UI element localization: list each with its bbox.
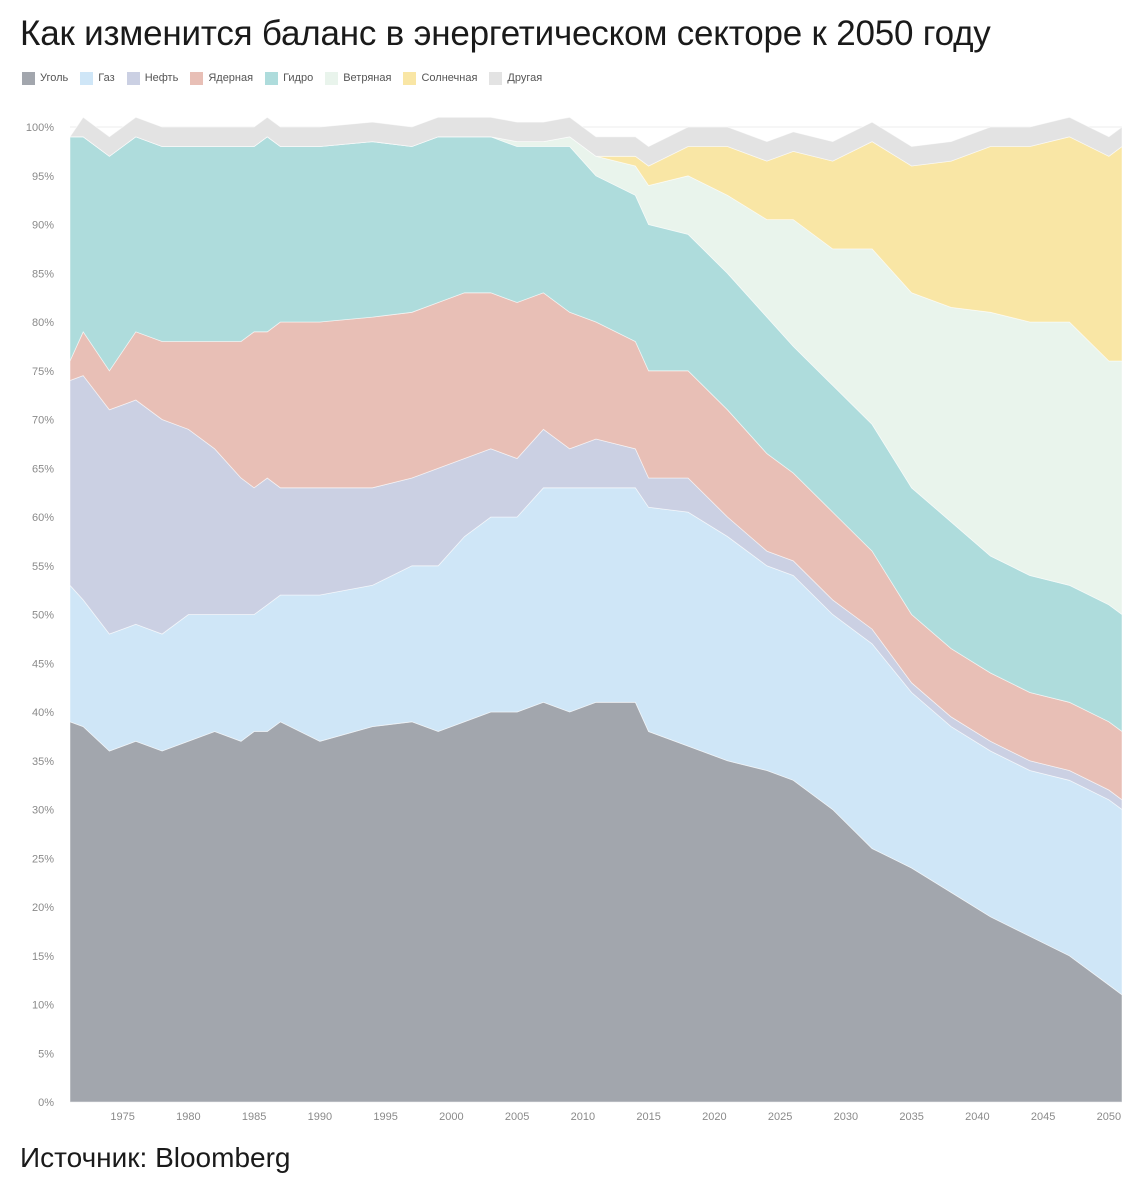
y-tick-label: 60% xyxy=(32,512,54,524)
x-tick-label: 2000 xyxy=(439,1111,463,1123)
y-tick-label: 25% xyxy=(32,853,54,865)
y-tick-label: 5% xyxy=(38,1048,54,1060)
y-tick-label: 10% xyxy=(32,1000,54,1012)
legend-item: Ядерная xyxy=(190,71,254,85)
y-tick-label: 35% xyxy=(32,756,54,768)
legend-item: Другая xyxy=(489,71,543,85)
legend-item: Газ xyxy=(80,71,115,85)
x-tick-label: 1990 xyxy=(308,1111,332,1123)
legend-label: Ядерная xyxy=(208,72,254,84)
legend-item: Нефть xyxy=(126,71,179,85)
x-tick-label: 1975 xyxy=(110,1111,134,1123)
legend-swatch xyxy=(403,71,417,85)
stacked-area-chart: 0% 5% 10% 15% 20% 25% 30% 35% 40% 45% 50% 55% 60% 65%… xyxy=(26,116,1123,1123)
legend-swatch xyxy=(126,71,140,85)
legend-item: Солнечная xyxy=(403,71,478,85)
legend-swatch xyxy=(489,71,503,85)
legend-swatch xyxy=(265,71,279,85)
x-tick-label: 2015 xyxy=(636,1111,660,1123)
x-tick-label: 2050 xyxy=(1097,1111,1121,1123)
y-tick-label: 40% xyxy=(32,707,54,719)
y-tick-label: 0% xyxy=(38,1097,54,1109)
legend-label: Солнечная xyxy=(421,72,478,84)
y-tick-label: 100% xyxy=(26,122,54,134)
legend-label: Ветряная xyxy=(343,72,392,84)
source-note: Источник: Bloomberg xyxy=(20,1142,291,1173)
legend-item: Ветряная xyxy=(325,71,392,85)
x-axis-ticks: 1975 1980 1985 1990 1995 2000 2005 2010 2015 2020… xyxy=(110,1111,1121,1123)
y-tick-label: 50% xyxy=(32,610,54,622)
y-tick-label: 75% xyxy=(32,366,54,378)
x-tick-label: 2025 xyxy=(768,1111,792,1123)
y-tick-label: 95% xyxy=(32,171,54,183)
legend-label: Другая xyxy=(507,72,543,84)
legend-label: Газ xyxy=(98,72,115,84)
y-tick-label: 15% xyxy=(32,951,54,963)
y-tick-label: 80% xyxy=(32,317,54,329)
legend-swatch xyxy=(190,71,204,85)
y-tick-label: 30% xyxy=(32,805,54,817)
y-tick-label: 65% xyxy=(32,463,54,475)
x-tick-label: 2045 xyxy=(1031,1111,1055,1123)
y-tick-label: 85% xyxy=(32,268,54,280)
legend-item: Гидро xyxy=(265,71,314,85)
legend-swatch xyxy=(22,71,35,85)
y-axis-ticks: 0% 5% 10% 15% 20% 25% 30% 35% 40% 45% 50% 55% 60% 65%… xyxy=(26,122,54,1109)
x-tick-label: 2040 xyxy=(965,1111,989,1123)
legend: Уголь Газ Нефть Ядерная Гидро Ветряная Солнечн… xyxy=(22,70,554,86)
legend-label: Гидро xyxy=(283,72,314,84)
y-tick-label: 90% xyxy=(32,220,54,232)
chart-title: Как изменится баланс в энергетическом се… xyxy=(20,14,991,53)
x-tick-label: 2030 xyxy=(834,1111,858,1123)
legend-swatch xyxy=(325,71,339,85)
x-tick-label: 2020 xyxy=(702,1111,726,1123)
x-tick-label: 1985 xyxy=(242,1111,266,1123)
x-tick-label: 1980 xyxy=(176,1111,200,1123)
legend-label: Уголь xyxy=(40,72,69,84)
legend-item: Уголь xyxy=(22,71,69,85)
legend-label: Нефть xyxy=(144,72,179,84)
x-tick-label: 2005 xyxy=(505,1111,529,1123)
legend-swatch xyxy=(80,71,94,85)
y-tick-label: 45% xyxy=(32,658,54,670)
x-tick-label: 2035 xyxy=(899,1111,923,1123)
area-Другая xyxy=(69,116,1123,167)
y-tick-label: 70% xyxy=(32,415,54,427)
area-series xyxy=(69,116,1123,1103)
y-tick-label: 55% xyxy=(32,561,54,573)
y-tick-label: 20% xyxy=(32,902,54,914)
x-tick-label: 2010 xyxy=(571,1111,595,1123)
x-tick-label: 1995 xyxy=(373,1111,397,1123)
